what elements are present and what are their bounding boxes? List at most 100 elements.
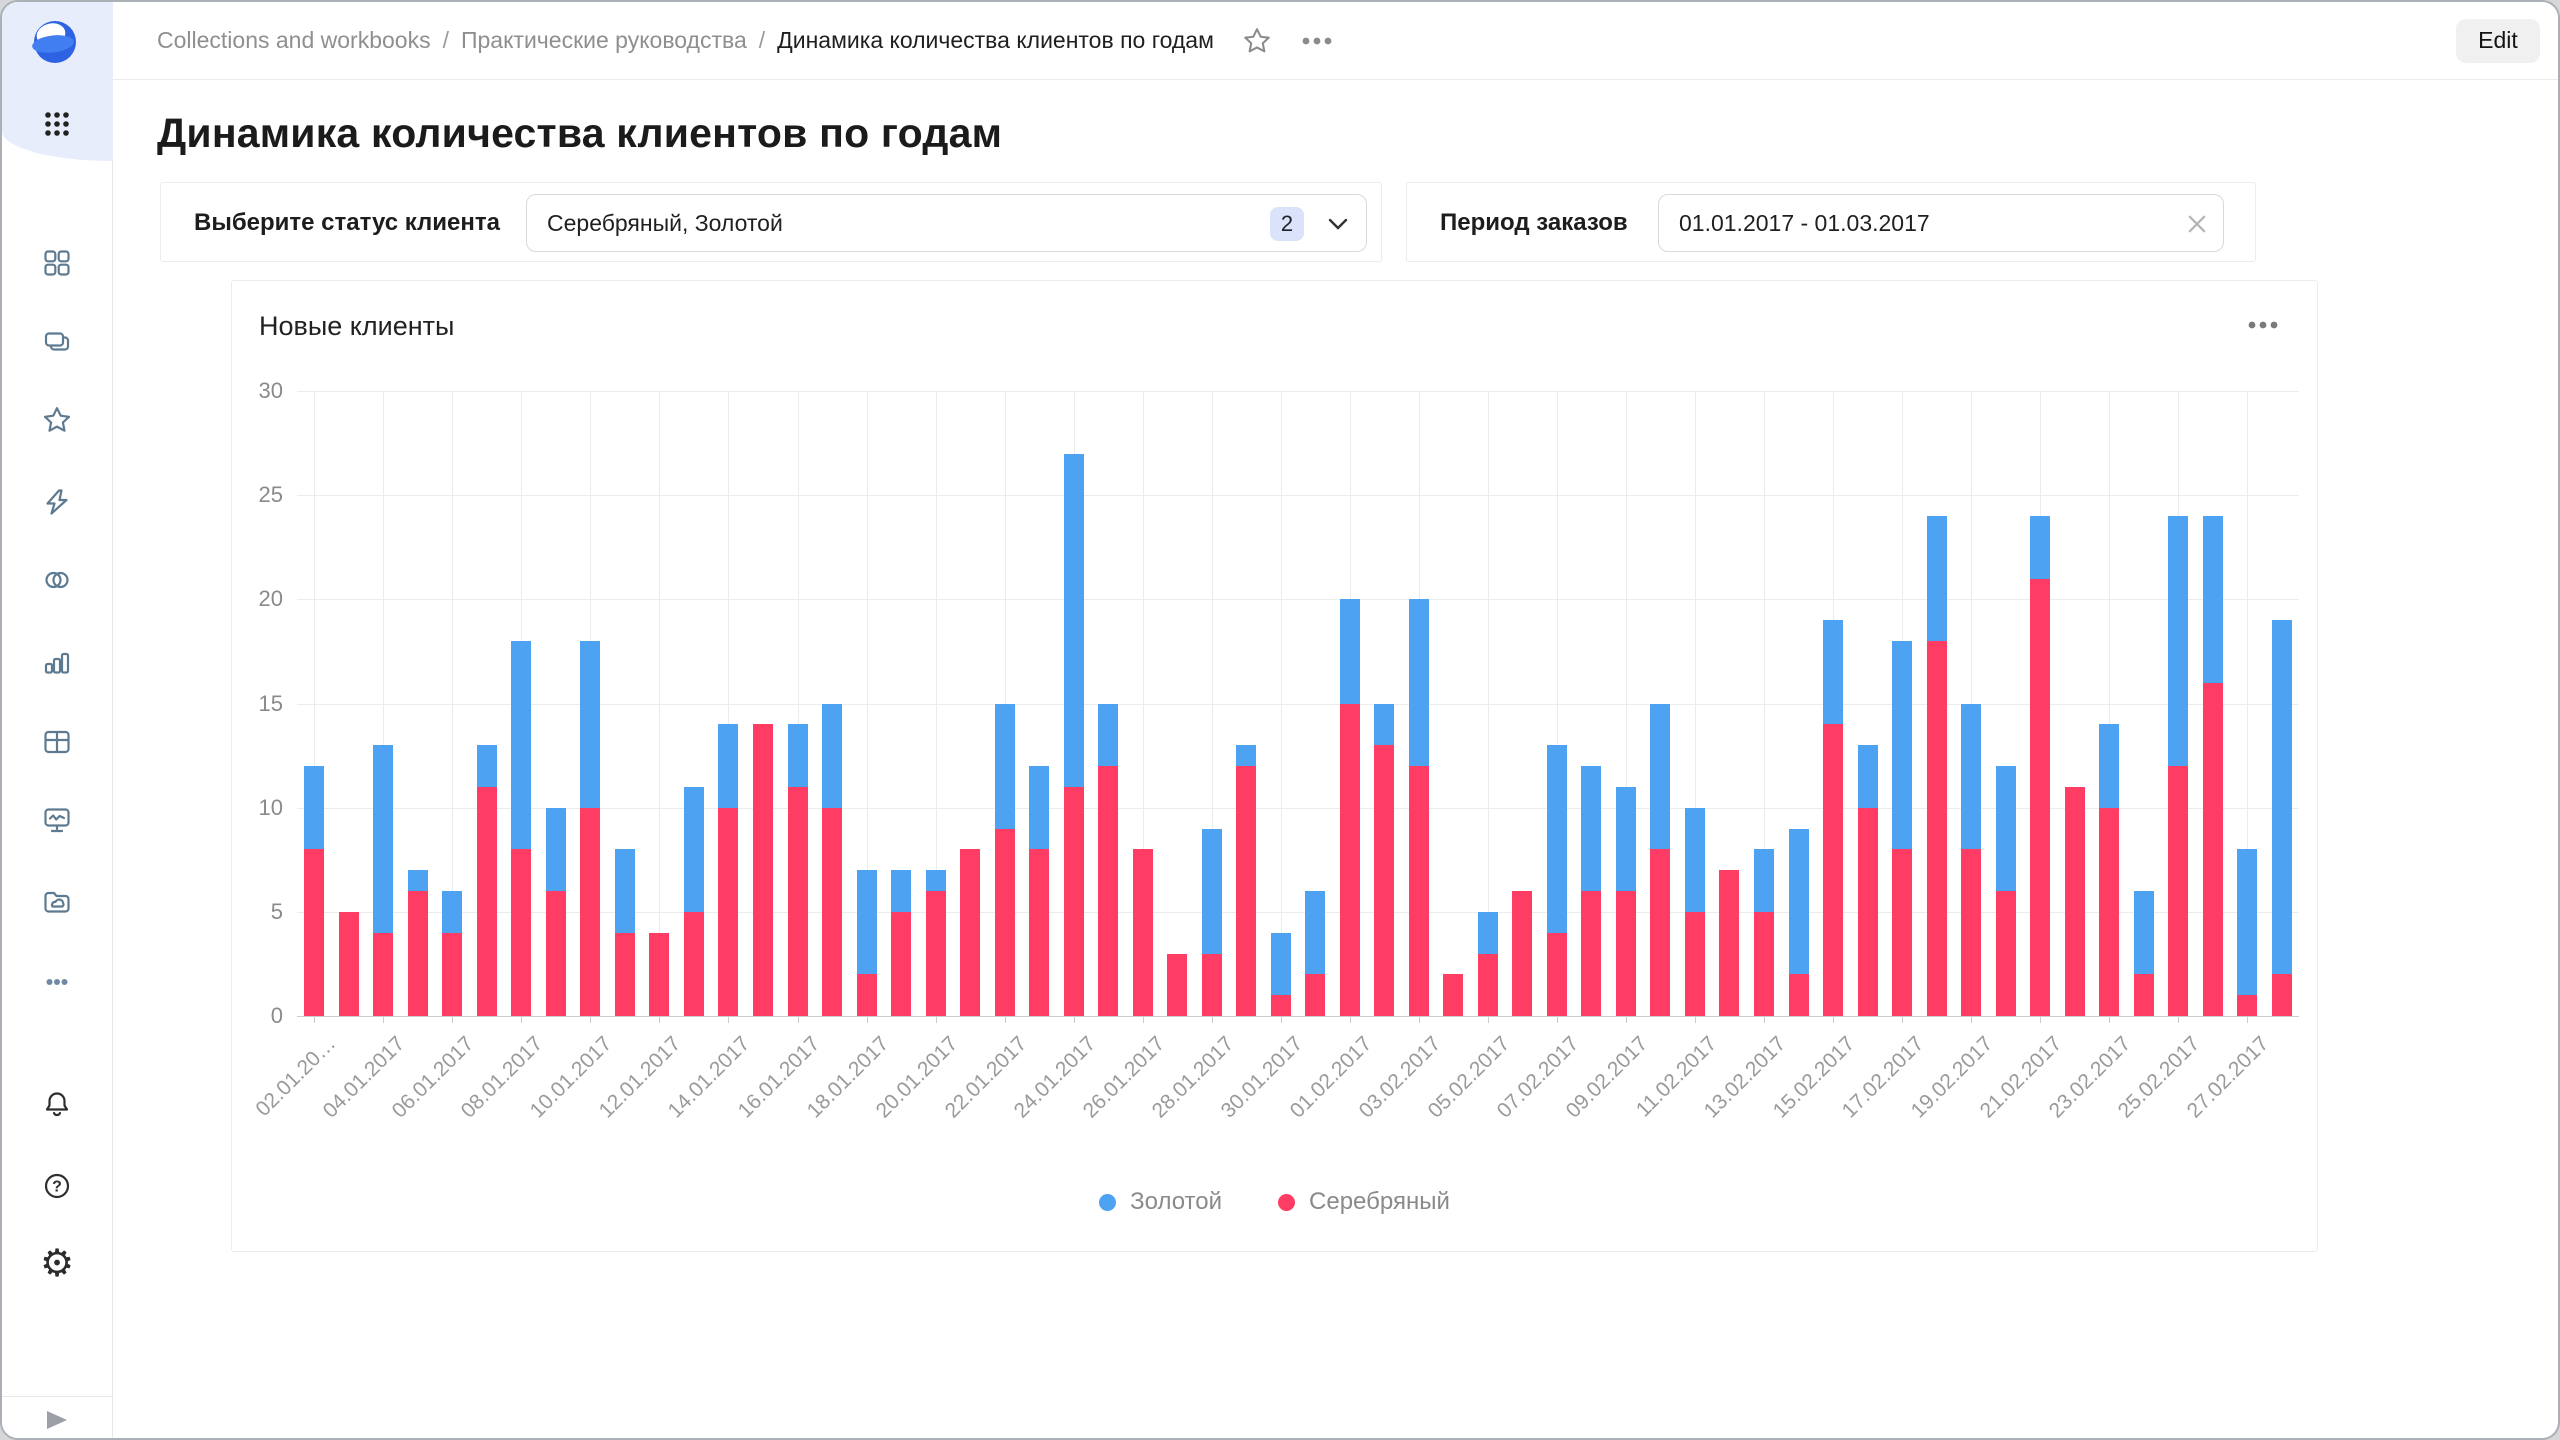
bar-segment-silver xyxy=(1236,766,1257,1016)
bar-segment-silver xyxy=(1650,849,1671,1016)
breadcrumb-collections[interactable]: Collections and workbooks xyxy=(157,27,431,53)
more-dots-icon[interactable] xyxy=(41,966,73,998)
dashboards-monitor-icon[interactable] xyxy=(41,804,73,836)
bar-segment-silver xyxy=(1823,724,1844,1016)
x-axis-tick xyxy=(383,1016,385,1023)
bar-segment-gold xyxy=(2099,724,2120,808)
bar-segment-gold xyxy=(1961,703,1982,850)
bar-segment-gold xyxy=(304,766,325,850)
datalens-logo[interactable] xyxy=(28,18,82,71)
legend-label: Золотой xyxy=(1130,1188,1223,1215)
legend-dot-icon xyxy=(1099,1193,1117,1211)
bar-segment-gold xyxy=(2202,516,2223,683)
charts-icon[interactable] xyxy=(41,646,73,678)
breadcrumb: Collections and workbooks / Практические… xyxy=(157,27,1214,54)
bar-segment-gold xyxy=(1581,766,1602,891)
bar-segment-silver xyxy=(1684,911,1705,1016)
workbooks-grid-icon[interactable] xyxy=(41,247,73,279)
bar-segment-silver xyxy=(1615,891,1636,1016)
chart-card: Новые клиенты 0 5 10 15 20 25 30 02.01.20… 04.01… xyxy=(231,280,2318,1252)
bar-segment-silver xyxy=(407,891,428,1016)
breadcrumb-more-icon[interactable] xyxy=(1300,35,1334,47)
breadcrumb-separator: / xyxy=(758,27,766,53)
x-axis-tick xyxy=(2178,1016,2180,1023)
bar-segment-gold xyxy=(2237,849,2258,996)
legend-item[interactable]: Золотой xyxy=(1099,1188,1222,1216)
svg-text:?: ? xyxy=(52,1179,62,1196)
x-axis-tick xyxy=(1004,1016,1006,1023)
bar-segment-gold xyxy=(442,891,463,933)
bar-segment-gold xyxy=(1339,599,1360,704)
bar-segment-silver xyxy=(2030,578,2051,1016)
bar-segment-silver xyxy=(2099,807,2120,1016)
x-axis-tick xyxy=(2109,1016,2111,1023)
x-axis-tick xyxy=(1763,1016,1765,1023)
x-gridline xyxy=(797,391,799,1016)
bar-segment-gold xyxy=(580,641,601,808)
bar-segment-gold xyxy=(925,870,946,891)
status-select-value: Серебряный, Золотой xyxy=(547,209,783,236)
bar-segment-silver xyxy=(2168,766,2189,1016)
period-filter-card: Период заказов 01.01.2017 - 01.03.2017 xyxy=(1406,182,2256,262)
x-gridline xyxy=(935,391,937,1016)
bar-segment-silver xyxy=(1339,703,1360,1016)
quick-actions-lightning-icon[interactable] xyxy=(41,486,73,518)
bar-segment-gold xyxy=(718,724,739,808)
bar-segment-silver xyxy=(1546,932,1567,1016)
bar-segment-silver xyxy=(718,807,739,1016)
bar-segment-silver xyxy=(787,786,808,1016)
x-axis-tick xyxy=(1694,1016,1696,1023)
bar-segment-gold xyxy=(1374,703,1395,746)
bar-segment-silver xyxy=(1443,974,1464,1016)
y-axis-tick-label: 0 xyxy=(270,1003,283,1028)
bar-segment-gold xyxy=(373,745,394,933)
bar-segment-silver xyxy=(752,724,773,1016)
x-gridline xyxy=(1487,391,1489,1016)
notifications-bell-icon[interactable] xyxy=(41,1088,73,1120)
sidebar-footer xyxy=(2,1396,112,1438)
apps-grid-icon[interactable] xyxy=(41,108,73,145)
x-gridline xyxy=(1211,391,1213,1016)
x-axis-tick xyxy=(728,1016,730,1023)
status-filter-label: Выберите статус клиента xyxy=(194,209,500,236)
bar-segment-silver xyxy=(2202,682,2223,1016)
datasets-table-icon[interactable] xyxy=(41,726,73,758)
clear-period-icon[interactable] xyxy=(2187,214,2207,239)
period-input[interactable]: 01.01.2017 - 01.03.2017 xyxy=(1658,194,2224,252)
favorites-star-icon[interactable] xyxy=(41,404,73,436)
connections-icon[interactable] xyxy=(41,564,73,596)
storage-folder-icon[interactable] xyxy=(41,886,73,918)
y-axis-tick-label: 10 xyxy=(258,794,283,820)
status-select[interactable]: Серебряный, Золотой 2 xyxy=(526,194,1367,252)
bar-segment-silver xyxy=(683,911,704,1016)
bar-segment-gold xyxy=(1236,745,1257,766)
top-header: Collections and workbooks / Практические… xyxy=(113,2,2558,80)
x-gridline xyxy=(1556,391,1558,1016)
y-gridline xyxy=(297,391,2299,392)
legend-item[interactable]: Серебряный xyxy=(1278,1188,1450,1216)
bar-segment-gold xyxy=(787,724,808,787)
bar-segment-silver xyxy=(1753,911,1774,1016)
chart-menu-icon[interactable] xyxy=(2247,317,2279,335)
settings-gear-icon[interactable]: ⚙ xyxy=(39,1243,75,1285)
collections-icon[interactable] xyxy=(41,326,73,358)
breadcrumb-guides[interactable]: Практические руководства xyxy=(460,27,747,53)
x-axis-tick xyxy=(1833,1016,1835,1023)
bar-segment-gold xyxy=(1063,453,1084,787)
x-gridline xyxy=(452,391,454,1016)
bar-segment-silver xyxy=(2133,974,2154,1016)
help-icon[interactable]: ? xyxy=(41,1170,73,1202)
bar-segment-silver xyxy=(1132,849,1153,1016)
bar-segment-gold xyxy=(545,807,566,891)
bar-segment-silver xyxy=(476,786,497,1016)
x-gridline xyxy=(383,391,385,1016)
x-axis-tick xyxy=(2040,1016,2042,1023)
bar-segment-gold xyxy=(2271,620,2292,975)
bar-segment-silver xyxy=(2271,974,2292,1016)
edit-button[interactable]: Edit xyxy=(2456,18,2540,63)
x-gridline xyxy=(1763,391,1765,1016)
bar-segment-silver xyxy=(1892,849,1913,1016)
favorite-star-icon[interactable] xyxy=(1242,26,1272,56)
expand-sidebar-icon[interactable] xyxy=(44,1409,70,1431)
bar-segment-gold xyxy=(1546,745,1567,933)
